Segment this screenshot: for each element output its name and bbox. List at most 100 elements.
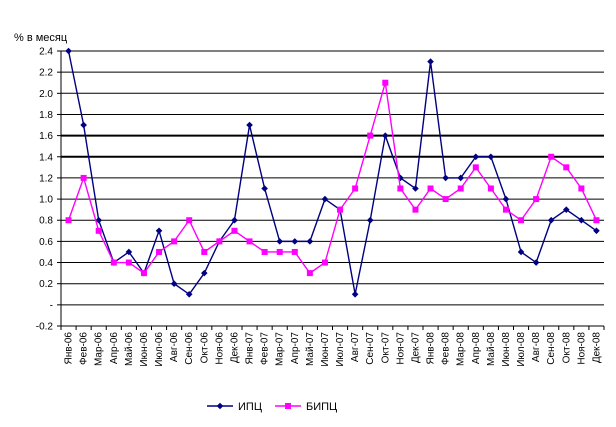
data-point <box>351 290 359 298</box>
y-tick-label: 1.6 <box>39 131 53 142</box>
series-2 <box>65 79 600 277</box>
x-tick-label: Сен-08 <box>546 332 557 365</box>
data-point <box>457 185 464 192</box>
data-point <box>472 164 479 171</box>
data-point <box>140 270 147 277</box>
legend: ИПЦ БИПЦ <box>207 401 337 413</box>
data-point <box>276 238 284 245</box>
data-point <box>397 185 404 192</box>
x-tick-label: Июл-07 <box>335 332 346 367</box>
data-point <box>457 174 465 182</box>
data-point <box>352 185 359 192</box>
y-tick-label: 0.2 <box>39 279 53 290</box>
data-point <box>276 248 283 255</box>
y-axis-label: % в месяц <box>14 32 68 44</box>
x-tick-label: Авг-08 <box>531 332 542 363</box>
data-point <box>427 185 434 192</box>
data-point <box>216 238 223 245</box>
y-tick-label: - <box>50 300 53 311</box>
data-point <box>156 248 163 255</box>
y-tick-label: 0.4 <box>39 258 53 269</box>
data-point <box>291 238 299 245</box>
data-point <box>200 269 208 277</box>
x-tick-label: Окт-08 <box>561 332 572 364</box>
legend-label: ИПЦ <box>238 401 262 413</box>
data-point <box>578 216 585 224</box>
data-point <box>337 206 344 213</box>
x-tick-label: Дек-06 <box>229 332 240 364</box>
x-tick-label: Май-08 <box>486 332 497 366</box>
data-point <box>472 153 480 161</box>
data-point <box>487 185 494 192</box>
data-point <box>412 185 419 192</box>
x-tick-label: Май-07 <box>305 332 316 366</box>
x-tick-label: Авг-06 <box>169 332 180 363</box>
x-tick-label: Июн-06 <box>139 332 150 367</box>
data-point <box>80 121 87 129</box>
x-tick-label: Мар-06 <box>94 332 105 366</box>
y-tick-label: 2.2 <box>39 68 53 79</box>
axes <box>60 51 604 327</box>
x-tick-label: Мар-07 <box>275 332 286 366</box>
x-tick-label: Мар-08 <box>456 332 467 366</box>
data-point <box>502 206 509 213</box>
data-point <box>155 227 163 235</box>
x-tick-label: Июл-08 <box>516 332 527 367</box>
legend-marker <box>216 402 224 410</box>
y-ticks: 2.4 2.2 2.0 1.8 1.6 1.4 1.2 1.0 0.8 0.6 0.4 0.2 - -0.… <box>36 47 61 333</box>
data-point <box>201 248 208 255</box>
x-tick-label: Ноя-07 <box>395 332 406 365</box>
data-point <box>593 217 600 224</box>
legend-label: БИПЦ <box>306 401 337 413</box>
series <box>65 47 600 298</box>
x-tick-label: Дек-07 <box>410 332 421 364</box>
data-point <box>487 153 495 161</box>
data-point <box>532 259 540 266</box>
y-tick-label: 0.6 <box>39 237 53 248</box>
data-point <box>246 121 253 129</box>
data-point <box>563 164 570 171</box>
data-point <box>593 227 600 235</box>
data-point <box>427 58 434 65</box>
data-point <box>171 238 178 245</box>
data-point <box>321 259 328 266</box>
data-point <box>306 270 313 277</box>
data-point <box>517 248 525 256</box>
x-tick-label: Июл-06 <box>154 332 165 367</box>
data-point <box>442 174 449 182</box>
data-point <box>95 227 102 234</box>
data-point <box>80 174 87 181</box>
y-tick-label: 2.0 <box>39 89 53 100</box>
data-point <box>533 196 540 203</box>
x-tick-label: Сен-07 <box>365 332 376 365</box>
x-tick-label: Июн-08 <box>501 332 512 367</box>
data-point <box>442 196 449 203</box>
data-point <box>381 132 389 139</box>
x-tick-label: Янв-06 <box>64 332 75 365</box>
x-tick-label: Апр-06 <box>109 332 120 365</box>
data-point <box>548 153 555 160</box>
data-point <box>110 259 117 266</box>
y-tick-label: 1.8 <box>39 110 53 121</box>
data-point <box>95 216 103 224</box>
data-point <box>261 248 268 255</box>
x-tick-label: Апр-08 <box>471 332 482 365</box>
y-tick-label: 1.2 <box>39 173 53 184</box>
x-tick-label: Май-06 <box>124 332 135 366</box>
data-point <box>125 248 133 256</box>
x-tick-label: Окт-07 <box>380 332 391 364</box>
data-point <box>306 238 314 245</box>
data-point <box>366 216 374 224</box>
data-point <box>502 195 510 203</box>
data-point <box>65 47 72 55</box>
data-point <box>246 238 253 245</box>
grid <box>61 50 604 327</box>
data-point <box>291 248 298 255</box>
x-tick-label: Янв-08 <box>426 332 437 365</box>
data-point <box>367 132 374 139</box>
x-tick-label: Апр-07 <box>290 332 301 365</box>
data-point <box>397 174 404 182</box>
x-tick-label: Ноя-08 <box>576 332 587 365</box>
y-tick-label: 2.4 <box>39 47 53 58</box>
x-tick-label: Фев-07 <box>260 332 271 365</box>
